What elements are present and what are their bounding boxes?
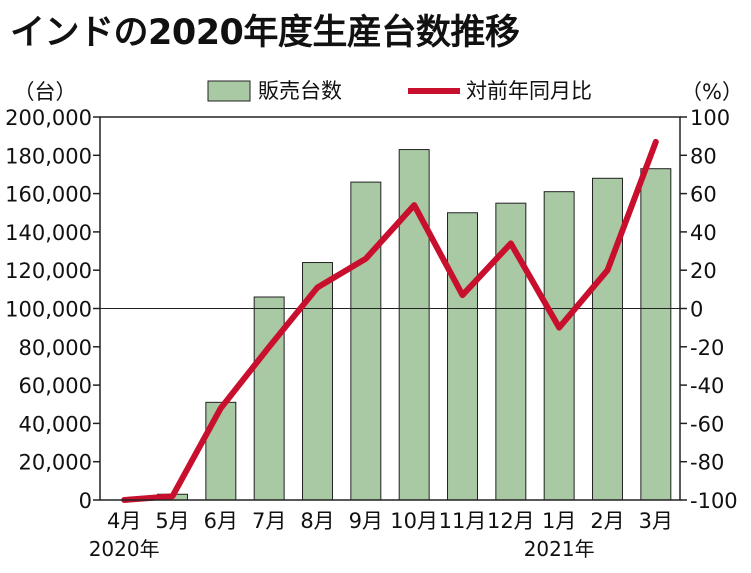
right-tick-label: -100 [690, 489, 738, 513]
left-tick-label: 80,000 [19, 336, 92, 360]
right-tick-label: 20 [690, 259, 717, 283]
legend-label-bar: 販売台数 [258, 79, 342, 103]
x-tick-label: 6月 [204, 509, 238, 533]
legend-label-line: 対前年同月比 [466, 79, 592, 103]
legend-swatch-bar [207, 80, 251, 102]
year-labels: 2020年 2021年 [89, 537, 595, 561]
right-tick-label: 100 [690, 106, 730, 130]
left-axis-ticks: 0 20,000 40,000 60,000 80,000 100,000 120,000 1… [5, 106, 100, 513]
right-axis-unit: （%） [681, 80, 743, 104]
bar-10 [592, 177, 623, 501]
left-tick-label: 160,000 [5, 183, 92, 207]
x-tick-label: 5月 [155, 509, 189, 533]
year-label: 2020年 [89, 537, 160, 561]
bar-11 [640, 168, 672, 501]
left-tick-label: 60,000 [19, 374, 92, 398]
bar-9 [543, 191, 575, 501]
left-tick-label: 120,000 [5, 259, 92, 283]
left-tick-label: 0 [79, 489, 92, 513]
right-tick-label: 80 [690, 144, 717, 168]
right-tick-label: 40 [690, 221, 717, 245]
left-tick-label: 180,000 [5, 144, 92, 168]
left-tick-label: 200,000 [5, 106, 92, 130]
x-tick-label: 8月 [300, 509, 334, 533]
ratio-series-line [121, 138, 659, 503]
left-tick-label: 100,000 [5, 298, 92, 322]
x-tick-label: 12月 [487, 509, 535, 533]
right-tick-label: -40 [690, 374, 724, 398]
left-tick-label: 140,000 [5, 221, 92, 245]
bar-2 [205, 401, 237, 501]
left-tick-label: 20,000 [19, 451, 92, 475]
bar-5 [350, 181, 382, 501]
plot-frame [99, 116, 681, 501]
x-tick-label: 7月 [252, 509, 286, 533]
x-tick-label: 3月 [639, 509, 673, 533]
x-tick-label: 1月 [542, 509, 576, 533]
right-tick-label: -60 [690, 412, 724, 436]
x-axis-labels: 4月 5月 6月 7月 8月 9月 10月 11月 12月 1月 2月 3月 [107, 509, 673, 533]
year-label: 2021年 [524, 537, 595, 561]
legend: 販売台数 対前年同月比 [207, 79, 592, 103]
bar-3 [253, 296, 285, 501]
x-tick-label: 11月 [439, 509, 487, 533]
left-tick-label: 40,000 [19, 412, 92, 436]
right-tick-label: 60 [690, 183, 717, 207]
bar-series [157, 149, 672, 501]
x-tick-label: 4月 [107, 509, 141, 533]
chart-title: インドの2020年度生産台数推移 [10, 13, 520, 53]
right-tick-label: 0 [690, 298, 703, 322]
right-tick-label: -20 [690, 336, 724, 360]
right-tick-label: -80 [690, 451, 724, 475]
bar-7 [447, 212, 478, 501]
right-axis-ticks: -100 -80 -60 -40 -20 0 20 40 60 80 100 [680, 106, 738, 513]
left-axis-unit: （台） [14, 80, 77, 104]
x-tick-label: 2月 [590, 509, 624, 533]
x-tick-label: 9月 [349, 509, 383, 533]
x-tick-label: 10月 [390, 509, 438, 533]
